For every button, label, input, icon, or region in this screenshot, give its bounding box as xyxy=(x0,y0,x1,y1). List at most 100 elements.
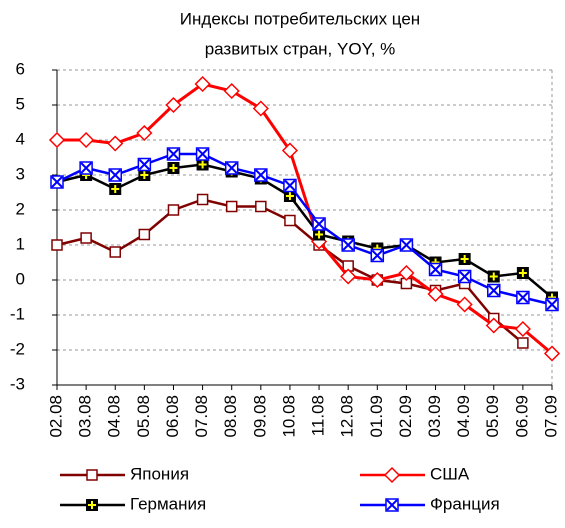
marker xyxy=(487,283,501,298)
marker xyxy=(224,161,239,175)
marker xyxy=(457,269,472,284)
x-tick-label: 05.08 xyxy=(134,395,153,438)
x-tick-label: 05.09 xyxy=(483,395,502,438)
marker xyxy=(399,238,414,252)
marker xyxy=(80,232,92,244)
x-tick-label: 03.08 xyxy=(76,395,95,438)
marker-shape xyxy=(543,345,561,362)
marker-shape xyxy=(136,124,153,142)
legend-label: Франция xyxy=(430,494,500,513)
marker-shape xyxy=(285,192,294,200)
y-tick-label: 6 xyxy=(16,59,25,78)
marker xyxy=(107,135,124,152)
marker xyxy=(514,320,531,338)
legend-label: Германия xyxy=(130,494,206,513)
marker xyxy=(370,248,385,263)
marker-shape xyxy=(111,185,120,193)
marker-shape xyxy=(517,337,529,349)
marker-shape xyxy=(109,246,121,258)
x-tick-label: 07.09 xyxy=(541,395,560,438)
marker xyxy=(255,200,267,213)
marker-shape xyxy=(78,131,95,149)
x-tick-label: 07.08 xyxy=(192,395,211,438)
x-tick-label: 03.09 xyxy=(425,395,444,438)
marker-shape xyxy=(138,228,151,241)
marker xyxy=(109,183,122,195)
marker-shape xyxy=(315,230,324,239)
marker-shape xyxy=(169,164,178,172)
marker xyxy=(341,238,355,252)
marker-shape xyxy=(51,176,63,188)
y-tick-label: 4 xyxy=(16,129,25,148)
y-tick-label: 1 xyxy=(16,234,25,253)
marker-shape xyxy=(196,193,209,206)
x-tick-label: 04.09 xyxy=(454,395,473,438)
marker xyxy=(79,161,93,175)
x-tick-label: 02.08 xyxy=(46,395,65,438)
marker xyxy=(50,175,64,189)
marker-shape xyxy=(252,100,269,117)
marker xyxy=(369,271,386,289)
x-tick-label: 08.08 xyxy=(221,395,240,438)
marker xyxy=(167,204,180,216)
marker-shape xyxy=(225,200,238,213)
marker xyxy=(283,178,297,193)
marker xyxy=(137,157,152,172)
marker xyxy=(223,82,240,100)
marker xyxy=(138,228,151,241)
marker-shape xyxy=(340,268,357,285)
marker-shape xyxy=(514,320,531,338)
marker xyxy=(543,345,561,362)
marker xyxy=(427,285,444,303)
marker-shape xyxy=(427,285,444,303)
marker-shape xyxy=(369,271,386,289)
marker xyxy=(196,193,209,206)
legend-label: Япония xyxy=(130,464,189,483)
marker-shape xyxy=(371,249,384,262)
marker xyxy=(252,100,269,117)
marker xyxy=(383,466,401,484)
marker xyxy=(108,168,122,182)
marker-shape xyxy=(517,291,529,304)
marker xyxy=(516,267,529,279)
marker xyxy=(136,124,153,142)
marker-shape xyxy=(458,270,471,283)
marker-shape xyxy=(80,162,92,174)
marker xyxy=(428,262,443,277)
x-tick-label: 01.09 xyxy=(367,395,386,438)
marker-shape xyxy=(198,160,207,169)
x-tick-label: 11.08 xyxy=(309,395,328,436)
chart-title: Индексы потребительских цен xyxy=(180,9,420,28)
marker-shape xyxy=(313,218,325,230)
marker xyxy=(283,190,296,202)
marker xyxy=(196,158,209,171)
marker xyxy=(86,499,98,511)
marker-shape xyxy=(485,317,502,334)
marker-shape xyxy=(88,501,96,509)
y-tick-label: -3 xyxy=(10,374,25,393)
marker xyxy=(545,297,559,312)
marker-shape xyxy=(489,272,498,281)
marker-shape xyxy=(386,499,398,511)
marker xyxy=(458,253,471,265)
marker-shape xyxy=(398,264,415,282)
marker-shape xyxy=(225,162,238,174)
marker-shape xyxy=(342,239,354,251)
legend-label: США xyxy=(430,464,470,483)
chart-title: развитых стран, YOY, % xyxy=(205,39,396,58)
y-tick-label: 2 xyxy=(16,199,25,218)
x-tick-label: 09.08 xyxy=(250,395,269,438)
marker xyxy=(78,131,95,149)
marker-shape xyxy=(223,82,240,100)
marker-shape xyxy=(284,214,296,227)
marker-shape xyxy=(140,171,149,179)
marker xyxy=(195,147,210,161)
marker-shape xyxy=(165,96,182,114)
marker-shape xyxy=(194,75,211,93)
marker xyxy=(109,246,121,258)
marker-shape xyxy=(383,466,401,484)
marker xyxy=(313,228,326,241)
marker-shape xyxy=(167,204,180,216)
marker xyxy=(86,469,98,481)
